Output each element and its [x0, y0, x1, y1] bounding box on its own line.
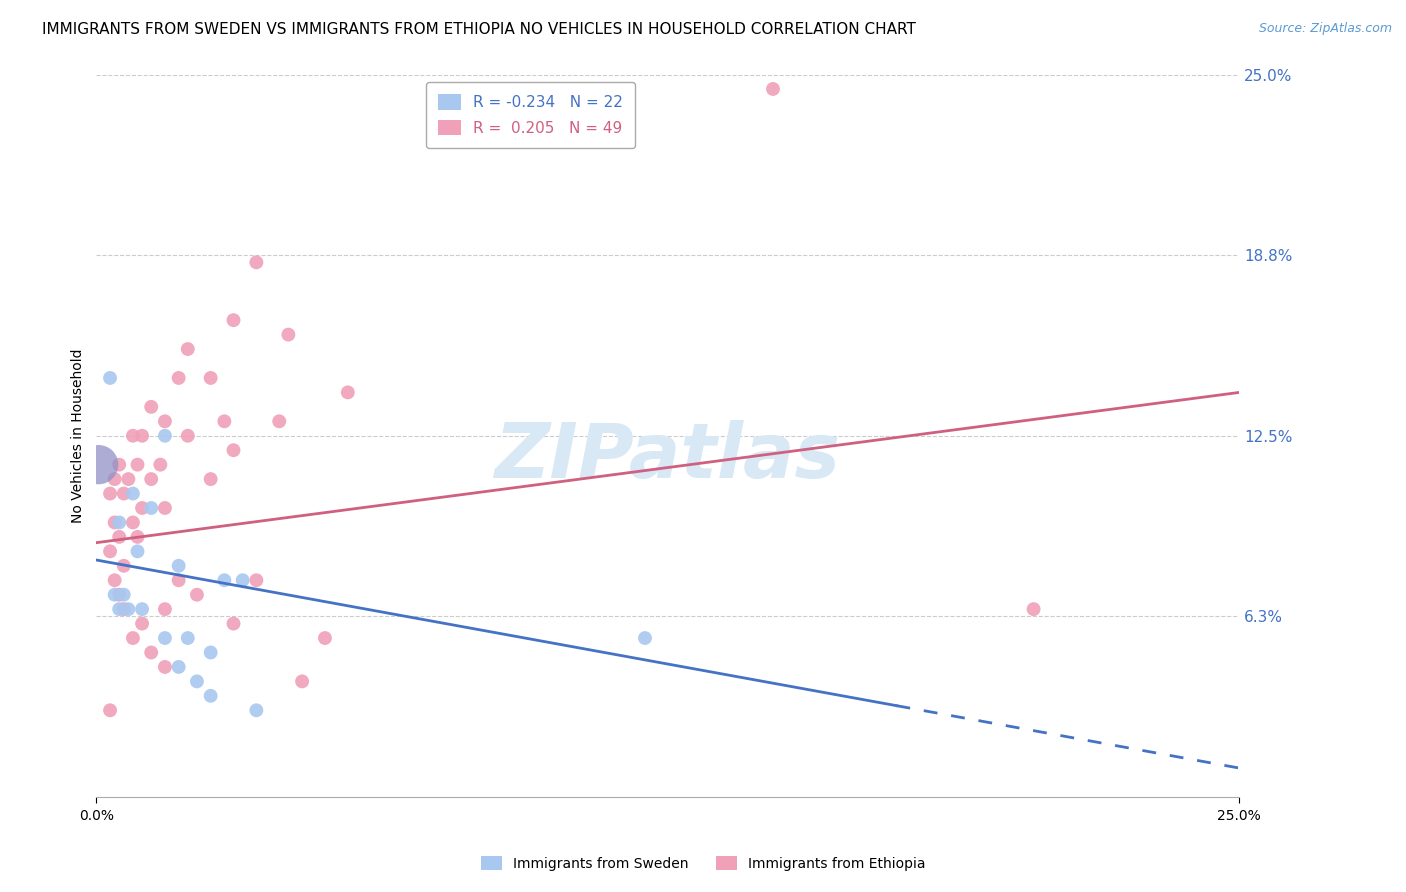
Point — [104, 573, 127, 587]
Legend: R = -0.234   N = 22, R =  0.205   N = 49: R = -0.234 N = 22, R = 0.205 N = 49 — [426, 82, 636, 148]
Point — [127, 544, 149, 558]
Point — [186, 588, 208, 602]
Point — [127, 458, 149, 472]
Point — [149, 458, 172, 472]
Point — [104, 516, 127, 530]
Point — [167, 558, 190, 573]
Point — [112, 486, 135, 500]
Point — [98, 371, 121, 385]
Text: ZIPatlas: ZIPatlas — [495, 420, 841, 494]
Point — [186, 674, 208, 689]
Point — [167, 660, 190, 674]
Point — [200, 371, 222, 385]
Point — [200, 472, 222, 486]
Point — [153, 414, 176, 428]
Point — [141, 645, 163, 659]
Point — [117, 472, 139, 486]
Point — [245, 703, 267, 717]
Point — [167, 573, 190, 587]
Point — [122, 486, 145, 500]
Point — [762, 82, 785, 96]
Point — [127, 530, 149, 544]
Point — [131, 501, 153, 516]
Point — [98, 486, 121, 500]
Point — [141, 501, 163, 516]
Point — [112, 588, 135, 602]
Text: IMMIGRANTS FROM SWEDEN VS IMMIGRANTS FROM ETHIOPIA NO VEHICLES IN HOUSEHOLD CORR: IMMIGRANTS FROM SWEDEN VS IMMIGRANTS FRO… — [42, 22, 917, 37]
Point — [108, 516, 131, 530]
Point — [222, 616, 245, 631]
Point — [98, 544, 121, 558]
Point — [117, 602, 139, 616]
Point — [269, 414, 291, 428]
Point — [634, 631, 657, 645]
Point — [167, 371, 190, 385]
Point — [153, 602, 176, 616]
Point — [98, 703, 121, 717]
Point — [122, 631, 145, 645]
Point — [177, 342, 200, 356]
Point — [314, 631, 336, 645]
Point — [108, 530, 131, 544]
Point — [141, 400, 163, 414]
Point — [200, 645, 222, 659]
Point — [153, 429, 176, 443]
Point — [131, 429, 153, 443]
Point — [222, 443, 245, 458]
Point — [277, 327, 299, 342]
Point — [131, 602, 153, 616]
Point — [141, 472, 163, 486]
Point — [104, 588, 127, 602]
Point — [131, 616, 153, 631]
Point — [153, 631, 176, 645]
Point — [177, 429, 200, 443]
Point — [153, 501, 176, 516]
Point — [153, 660, 176, 674]
Point — [122, 429, 145, 443]
Point — [104, 472, 127, 486]
Point — [232, 573, 254, 587]
Point — [245, 573, 267, 587]
Point — [222, 313, 245, 327]
Point — [112, 602, 135, 616]
Point — [336, 385, 359, 400]
Point — [214, 414, 236, 428]
Point — [214, 573, 236, 587]
Point — [245, 255, 267, 269]
Y-axis label: No Vehicles in Household: No Vehicles in Household — [72, 349, 86, 523]
Point — [108, 458, 131, 472]
Point — [200, 689, 222, 703]
Legend: Immigrants from Sweden, Immigrants from Ethiopia: Immigrants from Sweden, Immigrants from … — [475, 850, 931, 876]
Point — [122, 516, 145, 530]
Point — [108, 588, 131, 602]
Point — [108, 602, 131, 616]
Point — [87, 458, 110, 472]
Point — [291, 674, 314, 689]
Point — [1022, 602, 1045, 616]
Point — [177, 631, 200, 645]
Point — [112, 558, 135, 573]
Text: Source: ZipAtlas.com: Source: ZipAtlas.com — [1258, 22, 1392, 36]
